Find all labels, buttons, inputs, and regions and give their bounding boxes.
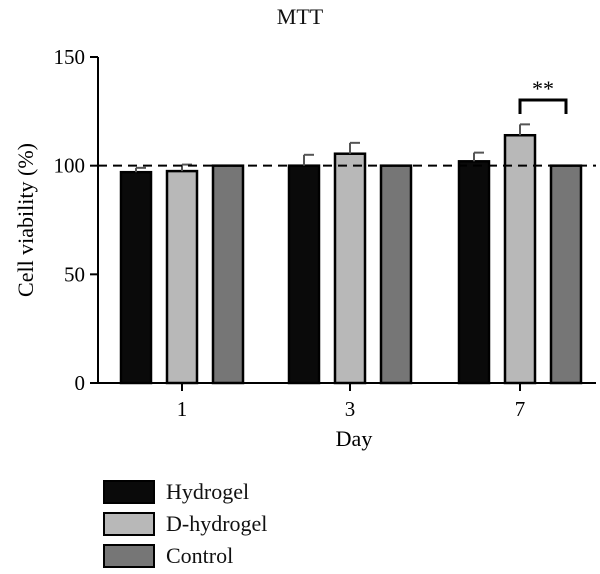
bar-hydrogel-day-1 [119, 170, 153, 385]
legend: Hydrogel D-hydrogel Control [103, 476, 267, 572]
legend-item-hydrogel: Hydrogel [103, 476, 267, 507]
bar-control-day-3 [379, 164, 413, 385]
significance-bracket [518, 98, 568, 114]
legend-label-control: Control [166, 542, 234, 568]
chart-title: MTT [276, 4, 324, 29]
bar-d-hydrogel-day-7 [503, 133, 537, 385]
y-tick-label-3: 150 [54, 45, 86, 69]
bar-chart: 0 50 100 150 1 3 7 Cell viability (%) Day ** [13, 45, 596, 451]
bar-hydrogel-day-3 [287, 164, 321, 385]
legend-swatch-hydrogel [103, 479, 155, 504]
x-axis-label: Day [336, 426, 373, 451]
x-tick-label-7: 7 [515, 397, 526, 421]
legend-label-d-hydrogel: D-hydrogel [166, 510, 268, 536]
legend-swatch-d-hydrogel [103, 511, 155, 536]
y-tick-label-2: 100 [54, 154, 86, 178]
bar-hydrogel-day-7 [457, 160, 491, 385]
legend-item-d-hydrogel: D-hydrogel [103, 508, 267, 539]
bar-control-day-1 [211, 164, 245, 385]
bar-d-hydrogel-day-1 [165, 169, 199, 385]
bar-d-hydrogel-day-3 [333, 152, 367, 385]
legend-swatch-control [103, 543, 155, 568]
legend-item-control: Control [103, 540, 267, 571]
significance-label: ** [532, 76, 554, 101]
x-tick-label-1: 1 [177, 397, 188, 421]
legend-label-hydrogel: Hydrogel [166, 478, 250, 504]
y-tick-label-0: 0 [75, 371, 86, 395]
y-axis-label: Cell viability (%) [13, 143, 38, 297]
x-tick-label-3: 3 [345, 397, 356, 421]
bar-control-day-7 [549, 164, 583, 385]
y-tick-label-1: 50 [64, 262, 85, 286]
